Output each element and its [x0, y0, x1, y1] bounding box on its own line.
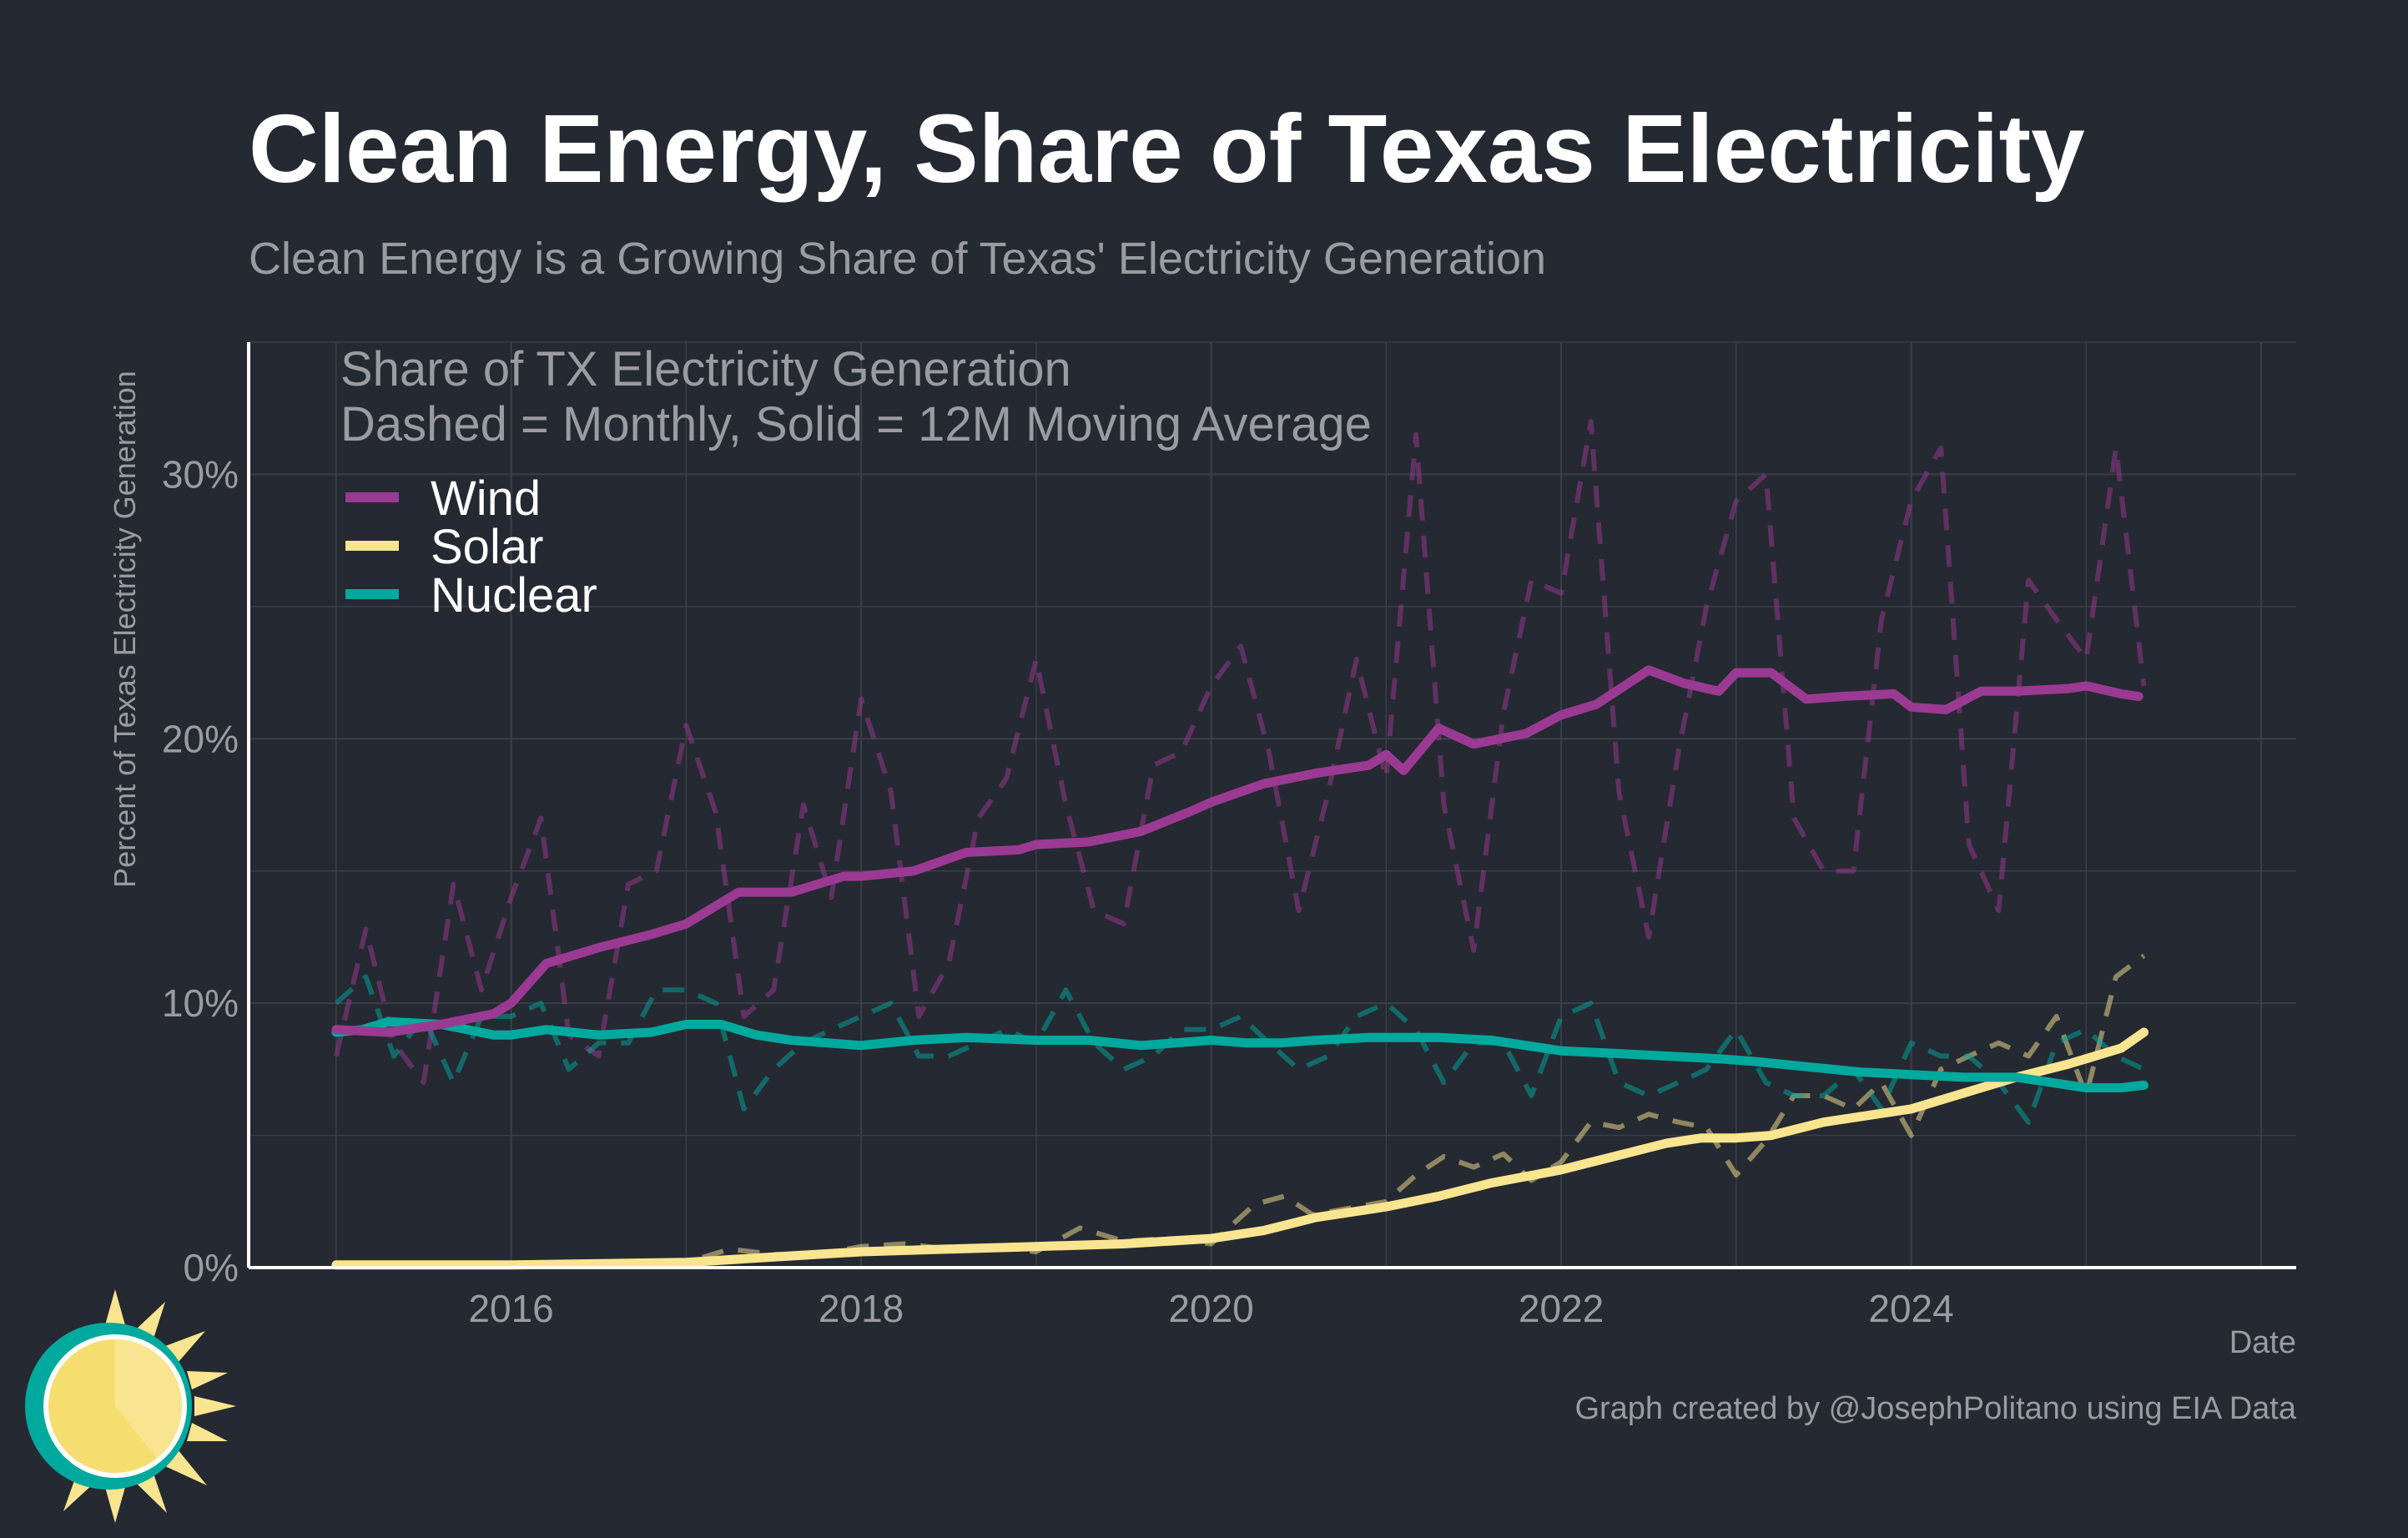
series-nuclear-ma [331, 1016, 2149, 1092]
legend-label: Solar [431, 520, 543, 574]
y-tick-label: 30% [162, 452, 239, 496]
x-tick-label: 2022 [1519, 1287, 1604, 1330]
series-layer [331, 419, 2149, 1270]
chart-title: Clean Energy, Share of Texas Electricity [249, 94, 2085, 203]
legend-label: Wind [431, 471, 541, 526]
y-tick-label: 0% [184, 1246, 239, 1289]
axis-layer [247, 342, 2296, 1269]
x-tick-label: 2018 [819, 1287, 904, 1330]
y-tick-label: 20% [162, 717, 239, 760]
grid-layer [249, 341, 2296, 1268]
series-wind-ma [331, 665, 2144, 1037]
chart-note-line1: Share of TX Electricity Generation [340, 342, 1071, 396]
series-solar-monthly [335, 953, 2146, 1268]
y-axis-label: Percent of Texas Electricity Generation [108, 371, 142, 888]
chart-subtitle: Clean Energy is a Growing Share of Texas… [249, 234, 1546, 284]
x-axis-label: Date [2229, 1325, 2296, 1360]
x-tick-label: 2024 [1868, 1287, 1953, 1330]
x-tick-label: 2020 [1168, 1287, 1253, 1330]
series-wind-monthly [333, 419, 2147, 1086]
sun-logo-icon [25, 1289, 236, 1523]
chart-note-line2: Dashed = Monthly, Solid = 12M Moving Ave… [340, 397, 1372, 451]
x-tick-label: 2016 [468, 1287, 553, 1330]
legend-label: Nuclear [431, 568, 597, 623]
chart-caption: Graph created by @JosephPolitano using E… [1574, 1391, 2296, 1426]
y-tick-label: 10% [162, 981, 239, 1025]
series-solar-ma [331, 1027, 2149, 1270]
tick-layer: 2016 2018 2020 2022 2024 0% 10% 20% 30% [162, 452, 1954, 1330]
